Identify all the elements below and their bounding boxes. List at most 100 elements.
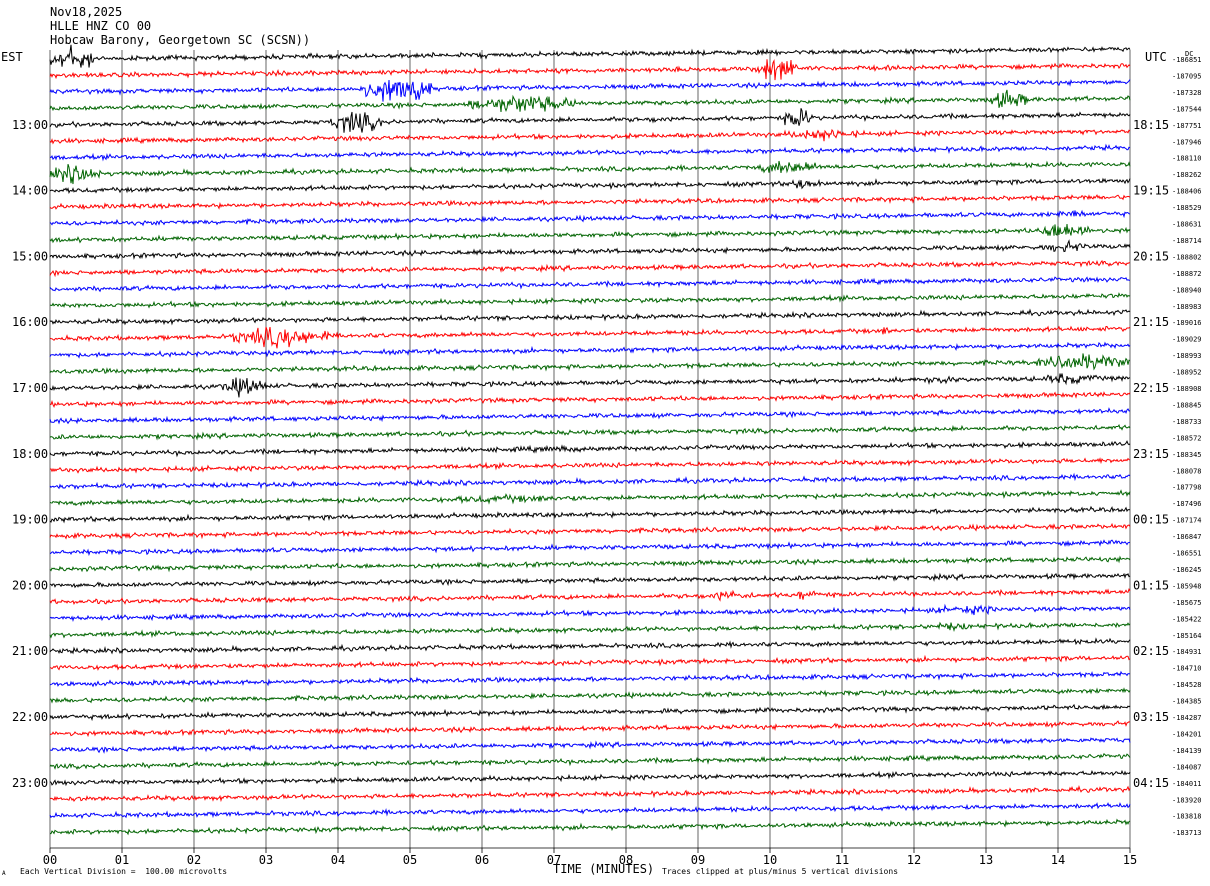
dc-offset-label: -188733 bbox=[1172, 418, 1202, 426]
dc-offset-label: -188529 bbox=[1172, 204, 1202, 212]
right-hour-labels: 18:15 19:15 20:15 21:15 22:15 23:15 00:15 01:15… bbox=[1133, 118, 1169, 790]
dc-offset-label: -188952 bbox=[1172, 369, 1202, 377]
trace-line-38 bbox=[49, 670, 1131, 688]
x-tick-label: 03 bbox=[259, 853, 273, 867]
dc-offset-labels: -186851 -187095 -187328 -187544 -187751 -1879… bbox=[1172, 56, 1202, 837]
trace-line-4 bbox=[49, 108, 1131, 133]
right-hour-label: 20:15 bbox=[1133, 249, 1169, 263]
dc-offset-label: -188631 bbox=[1172, 221, 1202, 229]
left-hour-label: 13:00 bbox=[12, 118, 48, 132]
dc-offset-label: -184011 bbox=[1172, 780, 1202, 788]
dc-offset-label: -187328 bbox=[1172, 89, 1202, 97]
dc-offset-label: -189029 bbox=[1172, 336, 1202, 344]
dc-offset-label: -187496 bbox=[1172, 500, 1202, 508]
trace-line-41 bbox=[49, 720, 1131, 738]
dc-offset-label: -184287 bbox=[1172, 714, 1202, 722]
trace-line-36 bbox=[49, 637, 1131, 655]
trace-line-39 bbox=[49, 687, 1131, 704]
trace-line-37 bbox=[49, 654, 1131, 671]
trace-line-34 bbox=[49, 603, 1131, 622]
dc-offset-label: -186847 bbox=[1172, 533, 1202, 541]
clip-note: Traces clipped at plus/minus 5 vertical … bbox=[662, 867, 899, 876]
left-hour-label: 18:00 bbox=[12, 447, 48, 461]
x-tick-label: 15 bbox=[1123, 853, 1137, 867]
trace-line-28 bbox=[49, 505, 1131, 524]
x-tick-label: 06 bbox=[475, 853, 489, 867]
x-tick-label: 04 bbox=[331, 853, 345, 867]
x-tick-label: 13 bbox=[979, 853, 993, 867]
trace-line-15 bbox=[49, 292, 1131, 309]
dc-offset-label: -188845 bbox=[1172, 401, 1202, 409]
right-hour-label: 18:15 bbox=[1133, 118, 1169, 132]
dc-offset-label: -185675 bbox=[1172, 599, 1202, 607]
scale-note: Each Vertical Division = 100.00 microvol… bbox=[20, 867, 228, 876]
x-tick-label: 01 bbox=[115, 853, 129, 867]
x-tick-label: 00 bbox=[43, 853, 57, 867]
trace-line-18 bbox=[49, 341, 1131, 359]
dc-offset-label: -187095 bbox=[1172, 72, 1202, 80]
x-tick-label: 07 bbox=[547, 853, 561, 867]
left-hour-label: 15:00 bbox=[12, 249, 48, 263]
dc-offset-label: -188262 bbox=[1172, 171, 1202, 179]
trace-line-6 bbox=[49, 143, 1131, 162]
dc-offset-label: -184385 bbox=[1172, 698, 1202, 706]
x-tick-label: 12 bbox=[907, 853, 921, 867]
dc-offset-label: -189016 bbox=[1172, 319, 1202, 327]
dc-offset-label: -188714 bbox=[1172, 237, 1202, 245]
trace-line-16 bbox=[49, 308, 1131, 326]
dc-offset-label: -186851 bbox=[1172, 56, 1202, 64]
dc-offset-label: -187544 bbox=[1172, 105, 1202, 113]
x-tick-label: 11 bbox=[835, 853, 849, 867]
trace-line-1 bbox=[49, 59, 1131, 81]
right-hour-label: 02:15 bbox=[1133, 644, 1169, 658]
trace-line-10 bbox=[49, 209, 1131, 227]
dc-offset-label: -188110 bbox=[1172, 155, 1202, 163]
right-timezone: UTC bbox=[1145, 50, 1167, 64]
dc-offset-label: -187946 bbox=[1172, 138, 1202, 146]
x-axis-title: TIME (MINUTES) bbox=[553, 862, 655, 876]
trace-line-17 bbox=[49, 325, 1131, 349]
right-hour-label: 04:15 bbox=[1133, 776, 1169, 790]
trace-line-30 bbox=[49, 539, 1131, 557]
dc-offset-label: -185164 bbox=[1172, 632, 1202, 640]
trace-line-11 bbox=[49, 223, 1131, 244]
dc-offset-label: -188078 bbox=[1172, 467, 1202, 475]
right-hour-label: 22:15 bbox=[1133, 381, 1169, 395]
dc-offset-label: -185422 bbox=[1172, 615, 1202, 623]
trace-line-14 bbox=[49, 276, 1131, 293]
dc-offset-label: -188983 bbox=[1172, 303, 1202, 311]
corner-mark: A bbox=[2, 870, 6, 877]
dc-offset-label: -183920 bbox=[1172, 796, 1202, 804]
trace-line-44 bbox=[49, 769, 1131, 787]
trace-line-0 bbox=[49, 44, 1131, 68]
trace-line-26 bbox=[49, 472, 1131, 490]
dc-offset-label: -188345 bbox=[1172, 451, 1202, 459]
trace-line-29 bbox=[49, 522, 1131, 540]
dc-offset-label: -184087 bbox=[1172, 763, 1202, 771]
dc-heading: DC bbox=[1185, 50, 1194, 58]
header-date: Nov18,2025 bbox=[50, 5, 123, 19]
dc-offset-label: -184201 bbox=[1172, 730, 1202, 738]
right-hour-label: 23:15 bbox=[1133, 447, 1169, 461]
trace-line-2 bbox=[49, 78, 1131, 102]
trace-line-47 bbox=[50, 818, 1131, 836]
dc-offset-label: -188908 bbox=[1172, 385, 1202, 393]
trace-line-42 bbox=[50, 737, 1131, 754]
trace-line-13 bbox=[49, 259, 1130, 278]
trace-line-12 bbox=[49, 239, 1131, 260]
trace-line-8 bbox=[49, 177, 1131, 194]
seismic-traces bbox=[49, 44, 1131, 836]
dc-offset-label: -188406 bbox=[1172, 188, 1202, 196]
left-hour-label: 19:00 bbox=[12, 513, 48, 527]
left-hour-label: 20:00 bbox=[12, 578, 48, 592]
trace-line-20 bbox=[49, 373, 1131, 398]
left-hour-label: 22:00 bbox=[12, 710, 48, 724]
left-timezone: EST bbox=[1, 50, 23, 64]
x-tick-label: 10 bbox=[763, 853, 777, 867]
x-tick-label: 02 bbox=[187, 853, 201, 867]
dc-offset-label: -185948 bbox=[1172, 582, 1202, 590]
dc-offset-label: -187174 bbox=[1172, 517, 1202, 525]
x-axis-ticks: 00 01 02 03 04 05 06 07 08 09 10 11 12 13 14 15 bbox=[43, 848, 1137, 867]
x-tick-label: 05 bbox=[403, 853, 417, 867]
